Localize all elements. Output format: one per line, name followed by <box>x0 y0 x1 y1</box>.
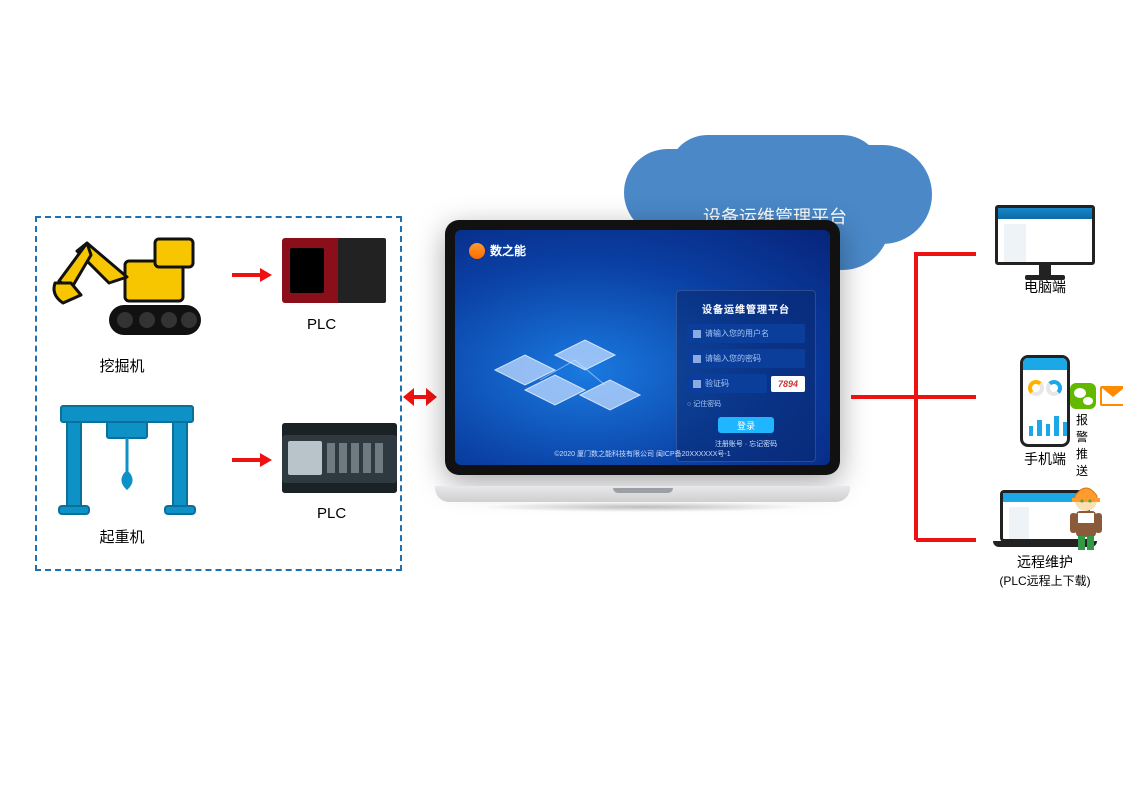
brand: 数之能 <box>469 242 526 259</box>
connector-branch-mobile <box>916 395 976 399</box>
captcha-field[interactable]: 验证码 <box>687 374 767 393</box>
platform-screen: 数之能 设 <box>455 230 830 465</box>
connector-branch-pc <box>916 252 976 256</box>
shield-icon <box>693 380 701 388</box>
device-row-excavator: 挖掘机 PLC <box>37 233 400 383</box>
bidir-arrow-field-to-platform <box>403 388 437 406</box>
connector-branch-remote <box>916 538 976 542</box>
client-pc-label: 电脑端 <box>980 277 1110 297</box>
mail-icon <box>1100 386 1123 406</box>
client-pc: 电脑端 <box>980 205 1110 297</box>
username-placeholder: 请输入您的用户名 <box>705 328 769 339</box>
remember-checkbox[interactable]: ○ 记住密码 <box>687 399 805 409</box>
monitor-icon <box>995 205 1095 275</box>
crane-label: 起重机 <box>82 526 162 547</box>
lock-icon <box>693 355 701 363</box>
brand-logo-icon <box>469 243 485 259</box>
login-card: 设备运维管理平台 请输入您的用户名 请输入您的密码 验证码 <box>676 290 816 462</box>
login-title: 设备运维管理平台 <box>687 301 805 316</box>
brand-text: 数之能 <box>490 242 526 259</box>
device-row-crane: 起重机 PLC <box>37 398 400 558</box>
client-remote: 远程维护 (PLC远程上下载) <box>980 490 1110 589</box>
password-placeholder: 请输入您的密码 <box>705 353 761 364</box>
login-button[interactable]: 登录 <box>718 417 774 433</box>
phone-icon <box>1020 355 1070 447</box>
isometric-art-icon <box>485 300 655 440</box>
captcha-image[interactable]: 7894 <box>771 376 805 392</box>
push-icons <box>1070 383 1123 409</box>
screen-footer: ©2020 厦门数之能科技有限公司 闽ICP备20XXXXXX号-1 <box>455 449 830 459</box>
excavator-label: 挖掘机 <box>82 355 162 376</box>
client-mobile: 报警推送 手机端 <box>980 355 1110 469</box>
laptop-shadow <box>477 502 809 512</box>
crane-icon <box>55 398 200 518</box>
client-mobile-label: 手机端 <box>980 449 1110 469</box>
field-devices-group: 挖掘机 PLC <box>35 216 402 571</box>
client-remote-sub: (PLC远程上下载) <box>980 572 1110 589</box>
worker-icon <box>1062 484 1110 557</box>
password-field[interactable]: 请输入您的密码 <box>687 349 805 368</box>
captcha-label: 验证码 <box>705 378 729 389</box>
wechat-icon <box>1070 383 1096 409</box>
login-links[interactable]: 注册账号 · 忘记密码 <box>687 439 805 449</box>
plc-bottom: PLC <box>282 423 392 493</box>
diagram-canvas: 挖掘机 PLC <box>0 0 1123 794</box>
excavator-icon <box>47 233 207 353</box>
remember-label: 记住密码 <box>693 401 721 408</box>
arrow-excavator-to-plc <box>232 268 272 282</box>
connector-trunk <box>851 395 916 399</box>
username-field[interactable]: 请输入您的用户名 <box>687 324 805 343</box>
arrow-crane-to-plc <box>232 453 272 467</box>
push-label: 报警推送 <box>1076 411 1088 479</box>
plc-top: PLC <box>282 238 392 303</box>
plc-top-label: PLC <box>307 316 336 333</box>
platform-laptop: 数之能 设 <box>435 220 850 520</box>
plc-gray-icon <box>282 423 397 493</box>
plc-bottom-label: PLC <box>317 505 346 522</box>
user-icon <box>693 330 701 338</box>
plc-red-icon <box>282 238 382 303</box>
laptop-base <box>435 486 850 502</box>
